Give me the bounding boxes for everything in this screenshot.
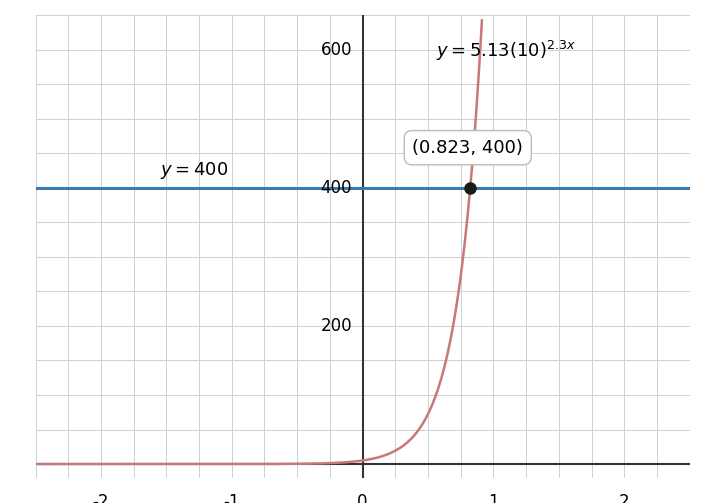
Text: 400: 400 — [321, 179, 352, 197]
Text: -2: -2 — [92, 493, 109, 503]
Text: $y = 400$: $y = 400$ — [160, 160, 228, 181]
Text: (0.823, 400): (0.823, 400) — [412, 139, 523, 156]
Text: 200: 200 — [321, 317, 352, 335]
Text: 0: 0 — [358, 493, 368, 503]
Text: $y = 5.13(10)^{2.3x}$: $y = 5.13(10)^{2.3x}$ — [436, 38, 576, 62]
Text: 1: 1 — [488, 493, 498, 503]
Text: 600: 600 — [321, 41, 352, 59]
Text: 2: 2 — [619, 493, 629, 503]
Text: -1: -1 — [223, 493, 240, 503]
